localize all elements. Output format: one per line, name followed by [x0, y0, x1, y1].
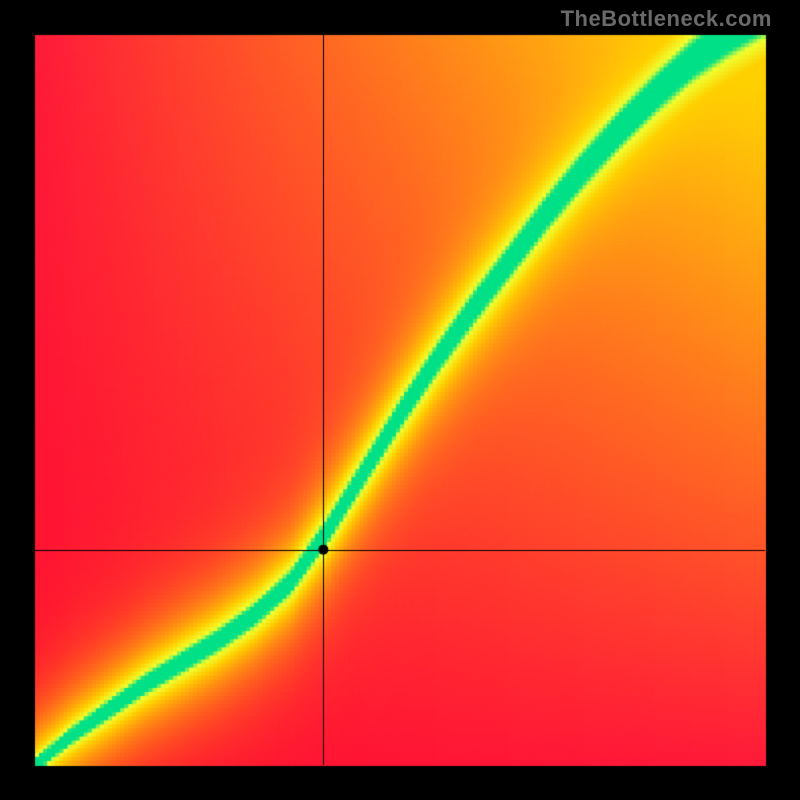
heatmap-canvas — [0, 0, 800, 800]
watermark-text: TheBottleneck.com — [561, 6, 772, 32]
bottleneck-chart: TheBottleneck.com — [0, 0, 800, 800]
